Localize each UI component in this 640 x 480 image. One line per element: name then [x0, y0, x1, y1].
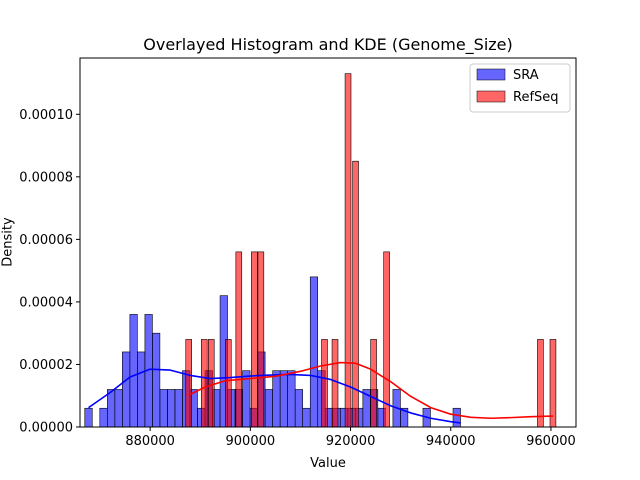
histogram-bar-sra: [302, 407, 311, 428]
axes-layer: [79, 57, 577, 428]
histogram-bar-sra: [452, 407, 461, 428]
histogram-bar-refseq: [331, 339, 339, 428]
y-axis-label: Density: [1, 217, 16, 267]
histogram-bar-refseq: [257, 251, 265, 428]
plot-area-frame: [79, 57, 577, 428]
histogram-bar-refseq: [208, 339, 215, 428]
histogram-bar-sra: [137, 351, 146, 428]
kde-layer: [88, 361, 553, 424]
ticks-layer: 880000 900000 920000 940000 960000 0.00000 0.0…: [19, 108, 576, 449]
x-tick-label: 940000: [426, 434, 476, 449]
histogram-bar-sra: [309, 276, 319, 428]
histogram-bar-refseq: [200, 339, 208, 428]
histogram-bar-refseq: [549, 339, 557, 428]
histogram-bar-sra: [114, 389, 123, 428]
histogram-bar-sra: [159, 389, 168, 428]
histogram-bar-sra: [84, 407, 93, 428]
histogram-bar-sra: [174, 389, 183, 428]
histogram-bar-sra: [264, 389, 273, 428]
histogram-bar-sra: [152, 332, 161, 428]
histogram-bar-sra: [279, 370, 288, 428]
y-tick-label: 0.00006: [19, 233, 73, 248]
histogram-bar-sra: [107, 389, 116, 428]
histogram-bar-refseq: [321, 339, 328, 428]
x-tick-label: 900000: [226, 434, 276, 449]
histogram-bar-refseq: [235, 251, 243, 428]
y-tick-label: 0.00008: [19, 170, 73, 185]
histogram-bar-sra: [129, 314, 138, 428]
x-tick-label: 880000: [125, 434, 175, 449]
x-tick-label: 960000: [526, 434, 576, 449]
histogram-bar-sra: [122, 351, 131, 428]
histogram-bar-refseq: [185, 339, 192, 428]
histogram-bar-refseq: [537, 339, 544, 428]
legend-label-sra: SRA: [513, 68, 539, 83]
legend-swatch-sra: [476, 68, 506, 81]
histogram-bar-refseq: [352, 160, 359, 428]
legend-swatch-refseq: [476, 90, 506, 103]
histogram-bar-sra: [294, 389, 303, 428]
histogram-bar-sra: [272, 370, 281, 428]
x-tick-label: 920000: [326, 434, 376, 449]
legend: SRA RefSeq: [469, 63, 571, 113]
histogram-bar-refseq: [251, 251, 258, 428]
y-tick-label: 0.00000: [19, 421, 73, 436]
kde-line-refseq: [188, 361, 553, 420]
y-tick-label: 0.00010: [19, 108, 73, 123]
chart-title: Overlayed Histogram and KDE (Genome_Size…: [143, 35, 513, 55]
histogram-bar-refseq: [225, 339, 232, 428]
histogram-bar-sra: [99, 407, 108, 428]
histogram-bar-refseq: [344, 73, 352, 428]
y-tick-label: 0.00004: [19, 295, 73, 310]
histogram-bar-refseq: [383, 251, 390, 428]
histogram-bar-sra: [167, 389, 176, 428]
x-axis-label: Value: [310, 456, 346, 471]
legend-label-refseq: RefSeq: [513, 90, 559, 105]
y-tick-label: 0.00002: [19, 358, 73, 373]
histogram-bar-sra: [287, 370, 296, 428]
histogram-bar-refseq: [370, 339, 377, 428]
